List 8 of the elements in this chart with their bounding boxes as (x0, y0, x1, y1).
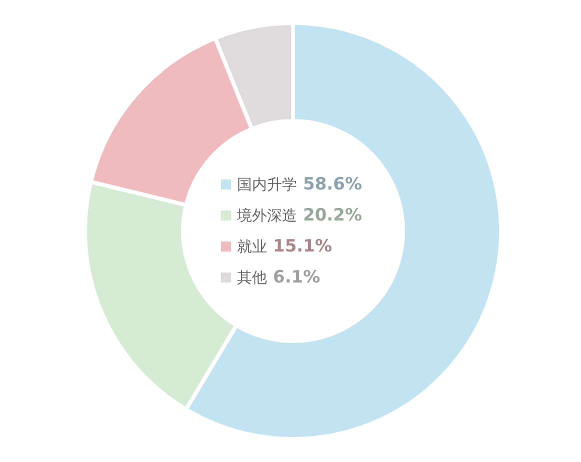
data-label: 58.6% (303, 174, 362, 194)
data-label: 6.1% (273, 268, 320, 288)
legend-label: 国内升学 (237, 176, 297, 194)
legend-label: 其他 (237, 268, 267, 286)
data-label: 20.2% (303, 206, 362, 226)
data-label: 15.1% (273, 236, 332, 256)
legend-label: 境外深造 (236, 206, 297, 224)
legend-label: 就业 (237, 238, 267, 256)
